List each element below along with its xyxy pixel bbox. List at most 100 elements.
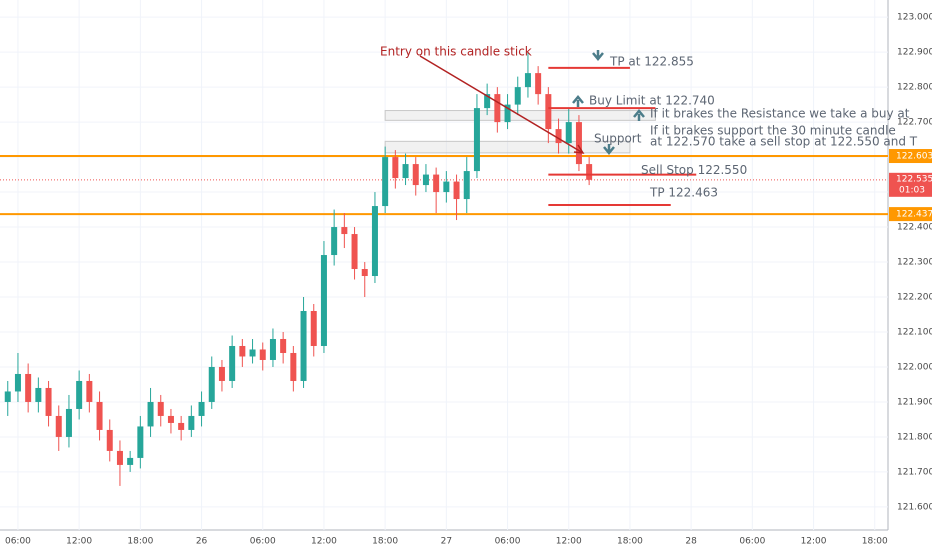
candle-body <box>280 338 287 353</box>
x-tick-label: 18:00 <box>862 537 888 547</box>
candle-body <box>494 94 501 123</box>
y-tick-label: 123.000 <box>897 13 932 23</box>
x-tick-label: 27 <box>441 537 452 547</box>
x-tick-label: 12:00 <box>311 537 337 547</box>
candle-body <box>484 94 491 109</box>
x-tick-label: 12:00 <box>556 537 582 547</box>
candle-body <box>4 391 11 402</box>
x-tick-label: 18:00 <box>617 537 643 547</box>
candle-body <box>473 108 480 172</box>
level-label: Buy Limit at 122.740 <box>589 94 715 108</box>
y-tick-label: 121.600 <box>897 502 932 512</box>
candle-body <box>208 366 215 402</box>
y-tick-label: 122.000 <box>897 362 932 372</box>
candle-body <box>565 122 572 144</box>
candle-body <box>249 349 256 357</box>
candle-body <box>382 157 389 207</box>
candle-body <box>239 345 246 357</box>
candle-body <box>25 373 32 402</box>
x-tick-label: 06:00 <box>5 537 31 547</box>
candle-body <box>147 401 154 427</box>
candle-body <box>198 401 205 416</box>
candle-body <box>351 234 358 270</box>
level-label: TP at 122.855 <box>609 54 694 68</box>
candle-body <box>290 352 297 381</box>
candle-body <box>535 73 542 95</box>
candle-body <box>157 401 164 416</box>
candle-body <box>45 387 52 416</box>
candle-body <box>86 380 93 402</box>
y-tick-label: 122.100 <box>897 327 932 337</box>
candle-body <box>433 174 440 193</box>
candle-body <box>361 269 368 277</box>
x-tick-label: 06:00 <box>250 537 276 547</box>
y-tick-label: 121.700 <box>897 467 932 477</box>
candle-body <box>259 349 266 360</box>
candle-body <box>167 415 174 423</box>
candle-body <box>545 94 552 130</box>
candle-body <box>422 174 429 186</box>
x-tick-label: 26 <box>196 537 208 547</box>
candle-body <box>392 157 399 179</box>
y-tick-label: 122.200 <box>897 293 932 303</box>
candle-body <box>35 387 42 402</box>
y-tick-label: 122.900 <box>897 48 932 58</box>
candle-body <box>269 338 276 360</box>
y-tick-label: 121.800 <box>897 432 932 442</box>
price-tag-label: 122.535 <box>896 174 932 184</box>
arrow-icon <box>633 109 645 121</box>
candle-body <box>371 206 378 277</box>
annotation: If it brakes the Resistance we take a bu… <box>650 107 910 121</box>
candle-body <box>127 457 134 465</box>
level-label: TP 122.463 <box>649 186 718 200</box>
x-tick-label: 12:00 <box>801 537 827 547</box>
arrow-icon <box>592 50 604 61</box>
level-label: Sell Stop 122.550 <box>641 163 747 177</box>
arrow-icon <box>572 95 584 107</box>
candle-body <box>575 122 582 165</box>
candle-body <box>453 181 460 200</box>
price-tag-label: 122.437 <box>896 210 932 220</box>
candle-body <box>178 422 185 430</box>
annotation: at 122.570 take a sell stop at 122.550 a… <box>650 135 918 149</box>
candle-body <box>300 311 307 381</box>
y-tick-label: 122.400 <box>897 223 932 233</box>
candle-body <box>106 429 113 451</box>
arrow-icon <box>603 144 615 155</box>
countdown-label: 01:03 <box>899 185 925 195</box>
candle-body <box>463 171 470 200</box>
candle-body <box>331 227 338 256</box>
price-tag <box>889 172 932 197</box>
entry-arrow <box>419 55 585 154</box>
candle-body <box>229 345 236 381</box>
candle-body <box>137 426 144 458</box>
price-tag <box>889 207 932 222</box>
candle-body <box>514 87 521 105</box>
annotation: Support <box>594 132 642 146</box>
y-tick-label: 122.300 <box>897 258 932 268</box>
annotation: Entry on this candle stick <box>380 45 532 59</box>
candle-body <box>188 415 195 430</box>
candle-body <box>96 401 103 430</box>
price-tag <box>889 149 932 164</box>
x-tick-label: 06:00 <box>739 537 765 547</box>
x-tick-label: 28 <box>685 537 697 547</box>
annotation: If it brakes support the 30 minute candl… <box>650 124 896 138</box>
candle-body <box>524 73 531 88</box>
y-tick-label: 122.700 <box>897 118 932 128</box>
y-tick-label: 122.800 <box>897 83 932 93</box>
candle-body <box>412 164 419 186</box>
x-tick-label: 12:00 <box>66 537 92 547</box>
candle-body <box>443 181 450 193</box>
candle-body <box>504 104 511 123</box>
candle-body <box>218 366 225 381</box>
candle-body <box>555 129 562 144</box>
price-tag-label: 122.603 <box>896 152 932 162</box>
candle-body <box>116 450 123 465</box>
x-tick-label: 18:00 <box>127 537 153 547</box>
candle-body <box>65 408 72 437</box>
candle-body <box>341 227 348 235</box>
candle-body <box>402 164 409 179</box>
